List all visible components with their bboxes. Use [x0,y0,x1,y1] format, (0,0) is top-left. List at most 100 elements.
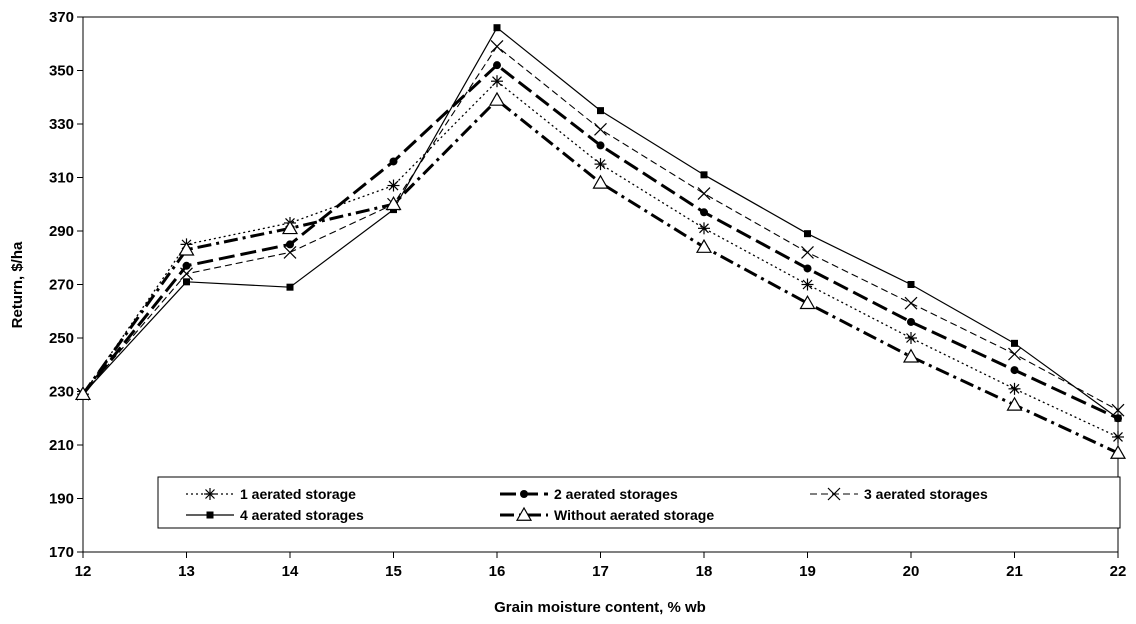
marker-stroke [699,223,709,234]
y-tick-label: 230 [49,384,74,401]
data-point [178,241,195,256]
legend-label: 3 aerated storages [864,486,988,502]
data-point [1011,339,1018,347]
legend: 1 aerated storage 2 aerated storages 3 aer… [157,476,1121,529]
data-point [902,348,920,363]
marker-stroke [595,159,606,170]
legend-item: 1 aerated storage [186,486,356,502]
x-tick-label: 15 [385,563,402,580]
data-point [1111,403,1125,417]
data-point [697,187,711,200]
y-tick-label: 330 [49,116,74,133]
marker-stroke [1009,383,1020,394]
x-tick-label: 17 [592,563,609,580]
data-point [700,171,708,179]
y-tick-label: 250 [49,330,74,347]
legend-swatch-marker [515,506,533,521]
legend-item: 4 aerated storages [186,507,364,523]
y-tick-label: 310 [49,170,74,187]
marker-stroke [283,245,297,259]
data-point [596,141,605,150]
data-point [905,332,917,344]
data-point [387,179,400,192]
marker-stroke [802,279,813,290]
legend-item: 2 aerated storages [500,486,678,502]
legend-label: Without aerated storage [554,507,714,523]
x-tick-label: 21 [1006,563,1023,580]
marker-stroke [827,487,841,501]
x-tick-label: 18 [696,563,713,580]
x-tick-label: 22 [1110,563,1127,580]
data-point [907,281,915,288]
data-point [182,261,191,270]
data-point [183,278,190,286]
data-point [385,196,402,211]
marker-stroke [801,245,814,259]
data-point [1109,444,1127,459]
x-tick-label: 12 [75,563,92,580]
series-layer [74,24,1127,459]
data-point [804,230,811,238]
x-tick-label: 14 [282,563,299,580]
data-point [594,158,607,171]
marker-stroke [180,267,193,281]
data-point [493,24,501,32]
x-axis: 12 13 14 15 16 17 18 19 20 21 22 [75,552,1127,580]
x-tick-label: 19 [799,563,816,580]
data-point [286,240,294,249]
y-tick-label: 290 [49,223,74,240]
legend-label: 2 aerated storages [554,486,678,502]
marker-stroke [388,180,399,191]
data-point [283,245,297,259]
legend-swatch-marker [520,490,528,498]
data-point [281,220,299,235]
y-axis-title: Return, $/ha [9,241,26,328]
data-point [493,61,501,70]
series-line [82,80,1119,438]
marker-stroke [697,187,711,200]
data-point [698,222,710,235]
y-tick-label: 350 [49,63,74,80]
data-point [904,296,918,310]
marker-stroke [906,333,916,343]
data-point [1006,396,1023,411]
data-point [592,174,609,189]
data-point [700,208,708,217]
marker-stroke [1113,432,1123,442]
x-tick-label: 16 [489,563,506,580]
y-tick-label: 270 [49,277,74,294]
y-tick-label: 170 [49,544,74,561]
y-tick-label: 210 [49,437,74,454]
data-point [695,238,713,253]
data-point [1010,366,1019,375]
data-point [1114,414,1122,422]
marker-stroke [904,296,918,310]
y-tick-label: 370 [49,9,74,26]
data-point [286,283,294,291]
legend-swatch-marker [827,487,841,501]
marker-stroke [1008,347,1021,361]
data-point [180,267,193,281]
data-point [389,157,398,166]
legend-item: Without aerated storage [500,506,714,523]
marker-stroke [594,122,607,136]
data-point [1008,382,1021,395]
legend-item: 3 aerated storages [810,486,988,502]
data-point [801,278,814,291]
marker-stroke [492,76,502,87]
data-point [594,122,607,136]
legend-label: 1 aerated storage [240,486,356,502]
x-tick-label: 13 [178,563,195,580]
marker-stroke [490,40,504,53]
plot-area [82,16,1119,553]
data-point [491,75,503,88]
marker-stroke [205,489,215,499]
legend-box [157,476,1121,529]
data-point [597,107,604,115]
data-point [801,245,814,259]
data-point [74,385,92,401]
legend-label: 4 aerated storages [240,507,364,523]
data-point [488,91,506,106]
y-axis: 170 190 210 230 250 270 290 310 330 350 370 [49,9,83,561]
data-point [1112,430,1124,443]
